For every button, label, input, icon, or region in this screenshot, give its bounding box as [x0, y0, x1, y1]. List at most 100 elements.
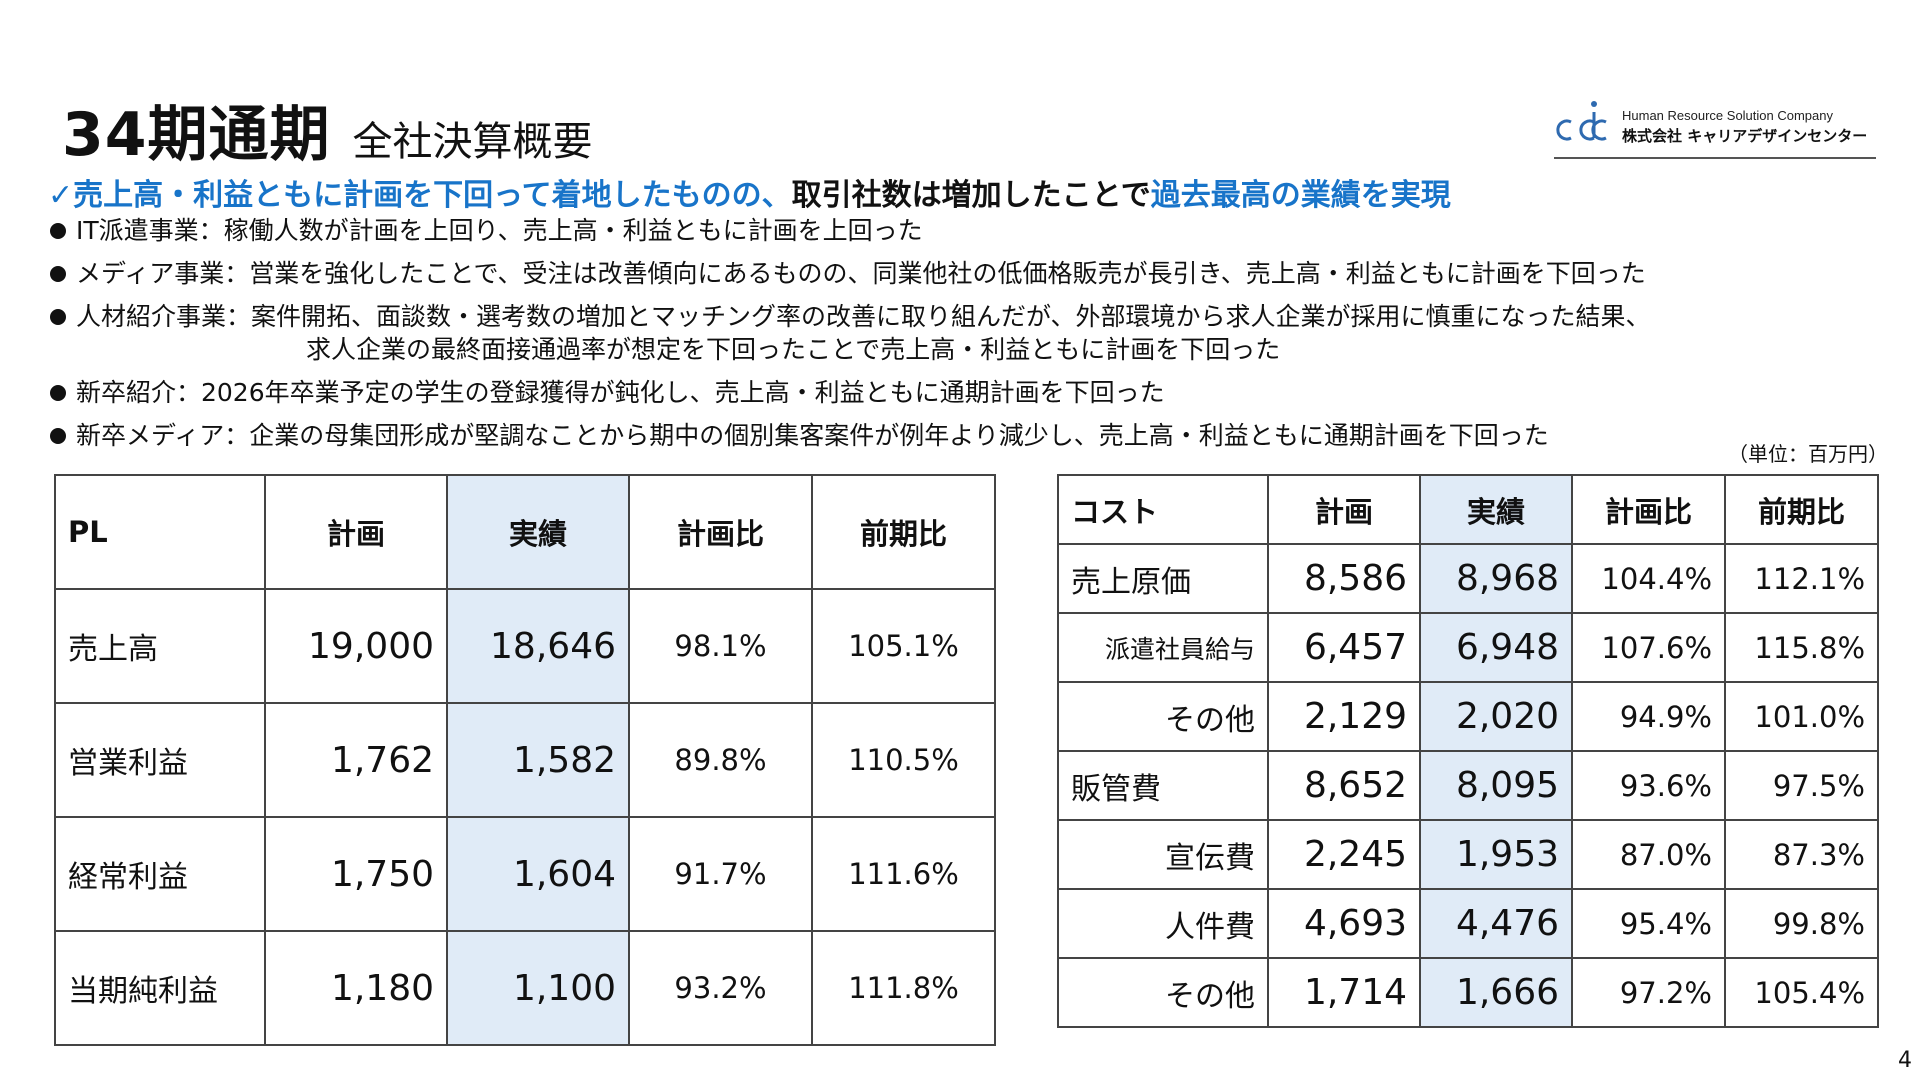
actual-value: 2,020 — [1419, 681, 1573, 752]
headline-part-1: 売上高・利益ともに計画を下回って着地したものの、 — [73, 178, 792, 213]
table-row: 販管費 8,652 8,095 93.6% 97.5% — [1057, 750, 1879, 821]
table-row: 売上高 19,000 18,646 98.1% 105.1% — [54, 588, 996, 704]
plan-value: 1,180 — [264, 930, 448, 1046]
cdc-logo-icon — [1556, 101, 1607, 141]
page-title: 34期通期 全社決算概要 — [62, 86, 593, 173]
bullet-new-grad-media: 新卒メディア：企業の母集団形成が堅調なことから期中の個別集客案件が例年より減少し… — [50, 419, 1651, 452]
actual-value: 18,646 — [446, 588, 630, 704]
bullet-it-dispatch: IT派遣事業：稼働人数が計画を上回り、売上高・利益ともに計画を上回った — [50, 214, 1651, 247]
row-label: その他 — [1057, 957, 1269, 1028]
title-main: 34期通期 — [62, 100, 331, 170]
header-vs-prev: 前期比 — [811, 474, 996, 590]
vs-plan-value: 94.9% — [1571, 681, 1726, 752]
vs-plan-value: 89.8% — [628, 702, 813, 818]
row-label: その他 — [1057, 681, 1269, 752]
bullet-text: 新卒紹介：2026年卒業予定の学生の登録獲得が鈍化し、売上高・利益ともに通期計画… — [76, 378, 1165, 407]
company-logo: Human Resource Solution Company 株式会社 キャリ… — [1554, 98, 1876, 156]
header-pl: PL — [54, 474, 266, 590]
actual-value: 6,948 — [1419, 612, 1573, 683]
vs-prev-value: 101.0% — [1724, 681, 1879, 752]
bullet-continuation: 求人企業の最終面接通過率が想定を下回ったことで売上高・利益ともに計画を下回った — [306, 335, 1281, 364]
table-row: 人件費 4,693 4,476 95.4% 99.8% — [1057, 888, 1879, 959]
actual-value: 4,476 — [1419, 888, 1573, 959]
plan-value: 8,652 — [1267, 750, 1421, 821]
row-label: 宣伝費 — [1057, 819, 1269, 890]
bullet-text: メディア事業：営業を強化したことで、受注は改善傾向にあるものの、同業他社の低価格… — [76, 259, 1646, 288]
vs-plan-value: 98.1% — [628, 588, 813, 704]
vs-prev-value: 99.8% — [1724, 888, 1879, 959]
plan-value: 2,129 — [1267, 681, 1421, 752]
vs-plan-value: 104.4% — [1571, 543, 1726, 614]
plan-value: 1,714 — [1267, 957, 1421, 1028]
actual-value: 1,100 — [446, 930, 630, 1046]
plan-value: 6,457 — [1267, 612, 1421, 683]
vs-plan-value: 93.2% — [628, 930, 813, 1046]
vs-plan-value: 97.2% — [1571, 957, 1726, 1028]
vs-prev-value: 105.1% — [811, 588, 996, 704]
pl-table: PL 計画 実績 計画比 前期比 売上高 19,000 18,646 98.1%… — [54, 474, 996, 1046]
header-vs-plan: 計画比 — [628, 474, 813, 590]
actual-value: 1,604 — [446, 816, 630, 932]
header-vs-prev: 前期比 — [1724, 474, 1879, 545]
table-row: 経常利益 1,750 1,604 91.7% 111.6% — [54, 816, 996, 932]
vs-plan-value: 91.7% — [628, 816, 813, 932]
header-vs-plan: 計画比 — [1571, 474, 1726, 545]
headline-part-2: 取引社数は増加したことで — [791, 178, 1151, 213]
vs-prev-value: 110.5% — [811, 702, 996, 818]
table-row: 売上原価 8,586 8,968 104.4% 112.1% — [1057, 543, 1879, 614]
row-label: 当期純利益 — [54, 930, 266, 1046]
plan-value: 1,750 — [264, 816, 448, 932]
vs-plan-value: 107.6% — [1571, 612, 1726, 683]
row-label: 売上原価 — [1057, 543, 1269, 614]
headline: ✓売上高・利益ともに計画を下回って着地したものの、取引社数は増加したことで過去最… — [48, 170, 1451, 214]
plan-value: 1,762 — [264, 702, 448, 818]
header-actual: 実績 — [446, 474, 630, 590]
segment-bullet-list: IT派遣事業：稼働人数が計画を上回り、売上高・利益ともに計画を上回った メディア… — [50, 214, 1651, 462]
actual-value: 8,095 — [1419, 750, 1573, 821]
title-subtitle: 全社決算概要 — [352, 119, 593, 165]
vs-plan-value: 87.0% — [1571, 819, 1726, 890]
vs-prev-value: 97.5% — [1724, 750, 1879, 821]
header-rule — [1554, 157, 1876, 159]
page-number: 4 — [1898, 1048, 1912, 1073]
row-label: 売上高 — [54, 588, 266, 704]
vs-plan-value: 95.4% — [1571, 888, 1726, 959]
check-icon: ✓ — [48, 178, 74, 213]
plan-value: 19,000 — [264, 588, 448, 704]
bullet-media: メディア事業：営業を強化したことで、受注は改善傾向にあるものの、同業他社の低価格… — [50, 257, 1651, 290]
table-row: 宣伝費 2,245 1,953 87.0% 87.3% — [1057, 819, 1879, 890]
row-label: 派遣社員給与 — [1057, 612, 1269, 683]
plan-value: 2,245 — [1267, 819, 1421, 890]
row-label: 営業利益 — [54, 702, 266, 818]
table-row: 当期純利益 1,180 1,100 93.2% 111.8% — [54, 930, 996, 1046]
actual-value: 1,666 — [1419, 957, 1573, 1028]
unit-note: （単位：百万円） — [1728, 442, 1888, 466]
header-plan: 計画 — [1267, 474, 1421, 545]
actual-value: 1,582 — [446, 702, 630, 818]
table-header-row: PL 計画 実績 計画比 前期比 — [54, 474, 996, 590]
table-header-row: コスト 計画 実績 計画比 前期比 — [1057, 474, 1879, 545]
vs-plan-value: 93.6% — [1571, 750, 1726, 821]
logo-english-text: Human Resource Solution Company — [1622, 108, 1833, 123]
logo-company-name: 株式会社 キャリアデザインセンター — [1622, 127, 1868, 145]
vs-prev-value: 111.6% — [811, 816, 996, 932]
vs-prev-value: 112.1% — [1724, 543, 1879, 614]
table-row: その他 2,129 2,020 94.9% 101.0% — [1057, 681, 1879, 752]
table-row: 営業利益 1,762 1,582 89.8% 110.5% — [54, 702, 996, 818]
row-label: 人件費 — [1057, 888, 1269, 959]
actual-value: 1,953 — [1419, 819, 1573, 890]
table-row: その他 1,714 1,666 97.2% 105.4% — [1057, 957, 1879, 1028]
bullet-new-grad-placement: 新卒紹介：2026年卒業予定の学生の登録獲得が鈍化し、売上高・利益ともに通期計画… — [50, 376, 1651, 409]
bullet-recruitment: 人材紹介事業：案件開拓、面談数・選考数の増加とマッチング率の改善に取り組んだが、… — [50, 300, 1651, 366]
bullet-text: IT派遣事業：稼働人数が計画を上回り、売上高・利益ともに計画を上回った — [76, 216, 923, 245]
plan-value: 8,586 — [1267, 543, 1421, 614]
vs-prev-value: 87.3% — [1724, 819, 1879, 890]
actual-value: 8,968 — [1419, 543, 1573, 614]
vs-prev-value: 115.8% — [1724, 612, 1879, 683]
vs-prev-value: 111.8% — [811, 930, 996, 1046]
row-label: 経常利益 — [54, 816, 266, 932]
cost-table: コスト 計画 実績 計画比 前期比 売上原価 8,586 8,968 104.4… — [1057, 474, 1879, 1028]
header-cost: コスト — [1057, 474, 1269, 545]
row-label: 販管費 — [1057, 750, 1269, 821]
bullet-text: 新卒メディア：企業の母集団形成が堅調なことから期中の個別集客案件が例年より減少し… — [76, 421, 1549, 450]
